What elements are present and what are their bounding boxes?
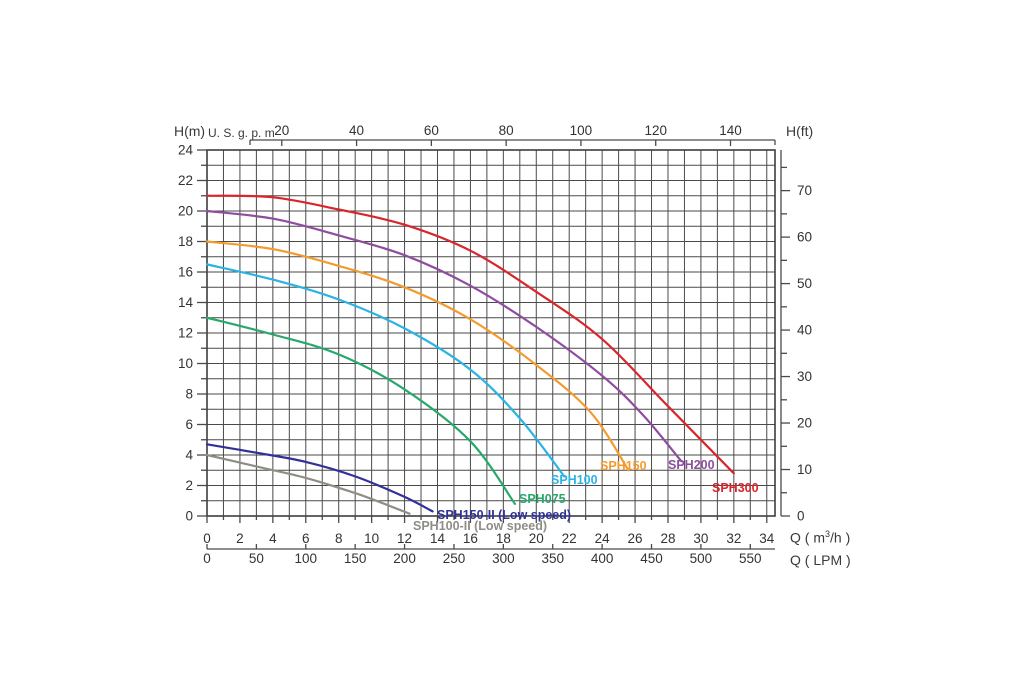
top-tick-label: 100	[570, 123, 593, 138]
bottom-tick-label: 28	[660, 531, 675, 546]
bottom-tick-label: 18	[496, 531, 511, 546]
curve-SPH075	[205, 316, 516, 505]
right-tick-label: 10	[797, 462, 812, 477]
left-tick-label: 14	[178, 295, 194, 310]
bottom-tick-label: 34	[759, 531, 775, 546]
bottom-tick-label: 0	[203, 531, 211, 546]
bottom-axis-title-m3h: Q ( m3/h )	[790, 529, 850, 546]
bottom-axis-lpm: 0 50 100 150 200 250 300 350 400 450 500 550	[203, 544, 775, 566]
left-tick-label: 18	[178, 234, 193, 249]
right-tick-label: 0	[797, 509, 805, 524]
top-tick-label: 40	[349, 123, 364, 138]
bottom-axis-title-lpm: Q ( LPM )	[790, 552, 851, 568]
top-tick-label: 20	[274, 123, 289, 138]
bottom-tick-label: 30	[693, 531, 708, 546]
bottom-tick-label: 20	[529, 531, 544, 546]
bottom-tick-label: 26	[628, 531, 643, 546]
lpm-tick-label: 350	[541, 551, 564, 566]
right-tick-label: 40	[797, 323, 812, 338]
lpm-tick-label: 250	[443, 551, 466, 566]
grid	[206, 149, 776, 517]
left-tick-label: 24	[178, 143, 194, 158]
lpm-tick-label: 300	[492, 551, 515, 566]
lpm-tick-label: 0	[203, 551, 211, 566]
bottom-tick-label: 12	[397, 531, 412, 546]
right-tick-label: 30	[797, 369, 812, 384]
left-tick-label: 22	[178, 173, 193, 188]
right-tick-label: 20	[797, 416, 812, 431]
bottom-tick-label: 10	[364, 531, 379, 546]
left-tick-label: 6	[185, 417, 193, 432]
curve-label-SPH150-II: SPH150-II (Low speed)	[437, 508, 571, 522]
left-tick-label: 4	[185, 448, 193, 463]
bottom-tick-label: 2	[236, 531, 244, 546]
bottom-tick-label: 4	[269, 531, 277, 546]
curve-label-SPH100-II: SPH100-II (Low speed)	[413, 519, 547, 533]
lpm-tick-label: 500	[690, 551, 713, 566]
left-tick-label: 2	[185, 478, 193, 493]
m3h-suffix: /h )	[830, 529, 851, 546]
bottom-tick-label: 6	[302, 531, 310, 546]
lpm-tick-label: 150	[344, 551, 367, 566]
curve-SPH100	[205, 263, 566, 478]
curve-label-SPH150: SPH150	[600, 459, 647, 473]
right-axis-title: H(ft)	[786, 123, 814, 139]
curve-label-SPH075: SPH075	[519, 492, 566, 506]
curve-SPH300	[205, 194, 735, 475]
curve-label-SPH200: SPH200	[668, 458, 715, 472]
left-tick-label: 20	[178, 204, 193, 219]
m3h-prefix: Q ( m	[790, 529, 825, 546]
curve-SPH100-II	[205, 453, 411, 515]
lpm-tick-label: 450	[640, 551, 663, 566]
left-tick-label: 12	[178, 326, 193, 341]
curve-SPH150-II	[205, 443, 434, 513]
lpm-tick-label: 50	[249, 551, 264, 566]
right-tick-label: 70	[797, 183, 812, 198]
lpm-tick-label: 550	[739, 551, 762, 566]
bottom-tick-label: 8	[335, 531, 343, 546]
left-tick-label: 0	[185, 509, 193, 524]
top-tick-label: 60	[424, 123, 439, 138]
top-tick-label: 120	[644, 123, 667, 138]
bottom-tick-label: 14	[430, 531, 446, 546]
right-tick-label: 60	[797, 230, 812, 245]
left-axis-title: H(m)	[174, 123, 206, 139]
lpm-tick-label: 200	[393, 551, 416, 566]
top-tick-label: 140	[719, 123, 742, 138]
bottom-tick-label: 24	[595, 531, 611, 546]
lpm-tick-label: 400	[591, 551, 614, 566]
bottom-tick-label: 16	[463, 531, 478, 546]
m3h-sup: 3	[825, 529, 831, 539]
bottom-axis-m3h: 0 2 4 6 8 10 12 14 16 18 20 22 24 26 28 30 32 34	[203, 516, 775, 546]
right-tick-label: 50	[797, 276, 812, 291]
left-tick-label: 10	[178, 356, 193, 371]
top-tick-label: 80	[499, 123, 514, 138]
top-axis-title-usgpm: U. S. g. p. m	[208, 126, 275, 140]
curve-SPH150	[205, 240, 630, 472]
bottom-tick-label: 22	[562, 531, 577, 546]
top-axis-usgpm: 20 40 60 80 100 120 140	[249, 123, 776, 146]
bottom-tick-label: 32	[726, 531, 741, 546]
left-tick-label: 16	[178, 265, 193, 280]
right-axis-ft: 0 10 20 30 40 50 60 70	[780, 150, 812, 524]
curve-label-SPH100: SPH100	[551, 473, 598, 487]
left-tick-label: 8	[185, 387, 193, 402]
curve-SPH200	[205, 209, 683, 463]
curve-label-SPH300: SPH300	[712, 481, 759, 495]
lpm-tick-label: 100	[295, 551, 318, 566]
